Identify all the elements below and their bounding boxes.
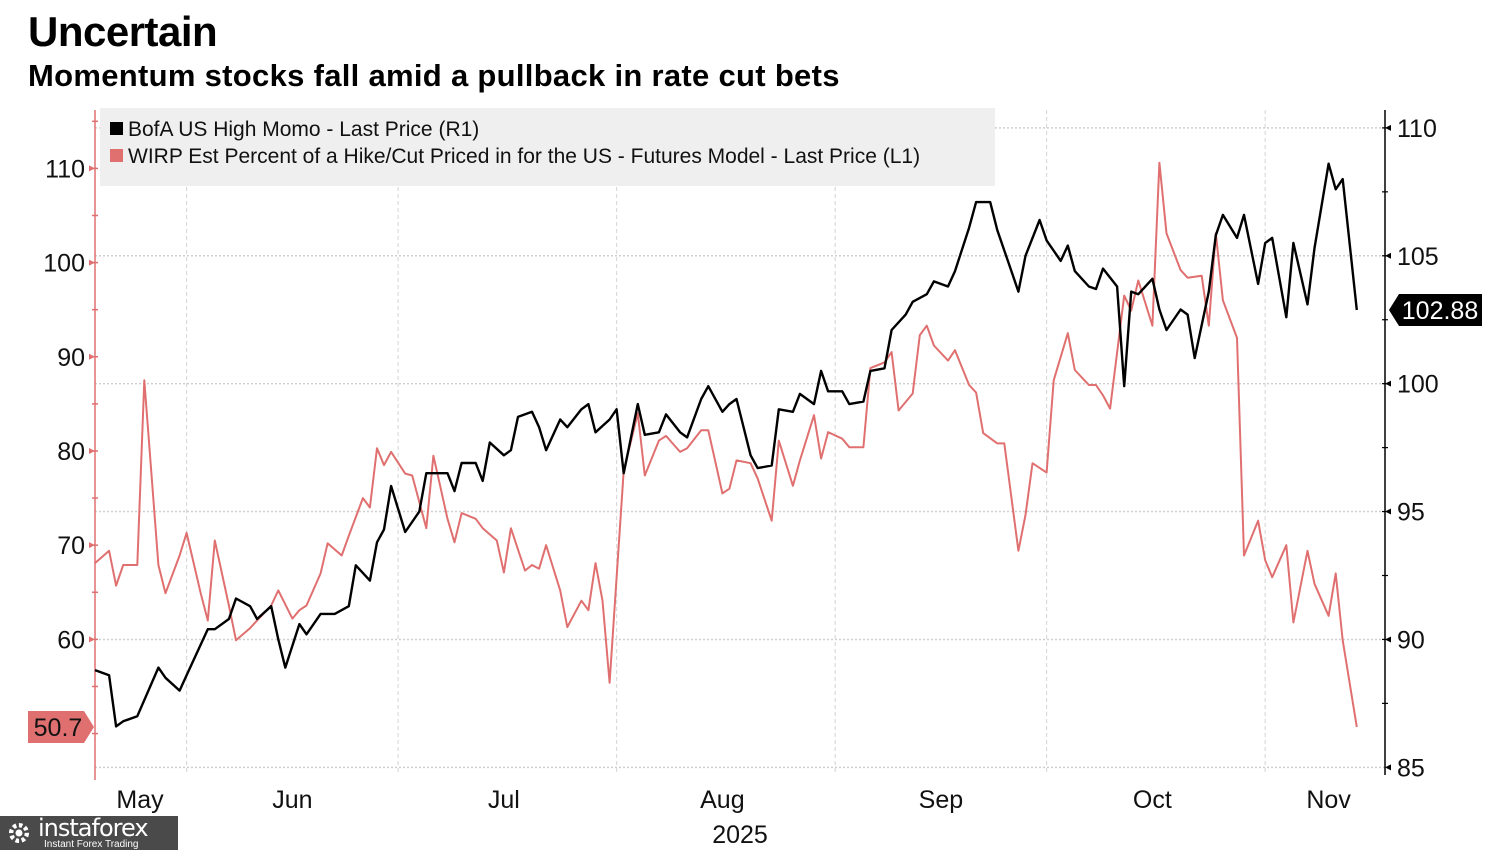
left-axis-tick-label: 100	[43, 250, 85, 278]
left-axis-tick	[89, 165, 95, 172]
right-axis-tick	[1385, 380, 1391, 387]
right-axis-tick	[1385, 636, 1391, 643]
x-axis-tick-label: Aug	[700, 786, 744, 814]
chart-subtitle: Momentum stocks fall amid a pullback in …	[28, 58, 840, 93]
instaforex-logo-icon	[8, 822, 30, 844]
left-axis-tick	[89, 259, 95, 266]
x-axis-tick-label: Oct	[1133, 786, 1172, 814]
last-value-tag-wirp	[28, 710, 94, 743]
left-axis-tick-label: 60	[57, 626, 85, 654]
x-axis-tick-label: Sep	[919, 786, 963, 814]
left-axis-tick-label: 110	[45, 155, 85, 183]
x-axis-tick-label: Jun	[272, 786, 312, 814]
left-axis-tick	[89, 353, 95, 360]
series-line-wirp	[94, 161, 1358, 728]
legend-box	[100, 108, 995, 186]
x-axis-year-label: 2025	[712, 821, 768, 849]
legend-swatch	[110, 149, 123, 162]
watermark: instaforex Instant Forex Trading	[0, 816, 178, 850]
watermark-name: instaforex	[38, 814, 149, 842]
left-axis-tick-label: 90	[57, 344, 85, 372]
last-value-label-wirp: 50.7	[34, 714, 83, 742]
right-axis-tick-label: 110	[1397, 115, 1437, 143]
right-axis-tick-label: 105	[1397, 243, 1439, 271]
last-value-tag-bofa	[1389, 294, 1482, 327]
left-axis-tick-label: 70	[57, 532, 85, 560]
legend-swatch	[110, 122, 123, 135]
series-line-bofa-momo	[94, 162, 1358, 728]
legend-entry: BofA US High Momo - Last Price (R1)	[128, 118, 479, 141]
last-value-label-bofa: 102.88	[1402, 297, 1478, 325]
left-axis-tick	[89, 542, 95, 549]
right-axis-tick-label: 100	[1397, 371, 1439, 399]
watermark-tagline: Instant Forex Trading	[44, 839, 139, 850]
legend-entry: WIRP Est Percent of a Hike/Cut Priced in…	[128, 145, 920, 168]
left-axis-tick-label: 80	[57, 438, 85, 466]
left-axis-tick	[89, 447, 95, 454]
left-axis-tick	[89, 636, 95, 643]
right-axis-tick	[1385, 124, 1391, 131]
right-axis-tick	[1385, 252, 1391, 259]
chart-title: Uncertain	[28, 8, 218, 55]
right-axis-tick-label: 85	[1397, 754, 1425, 782]
x-axis-tick-label: Nov	[1306, 786, 1351, 814]
right-axis-tick	[1385, 764, 1391, 771]
right-axis-tick	[1385, 508, 1391, 515]
x-axis-tick-label: Jul	[488, 786, 520, 814]
right-axis-tick-label: 90	[1397, 626, 1425, 654]
x-axis-tick-label: May	[116, 786, 164, 814]
right-axis-tick-label: 95	[1397, 499, 1425, 527]
